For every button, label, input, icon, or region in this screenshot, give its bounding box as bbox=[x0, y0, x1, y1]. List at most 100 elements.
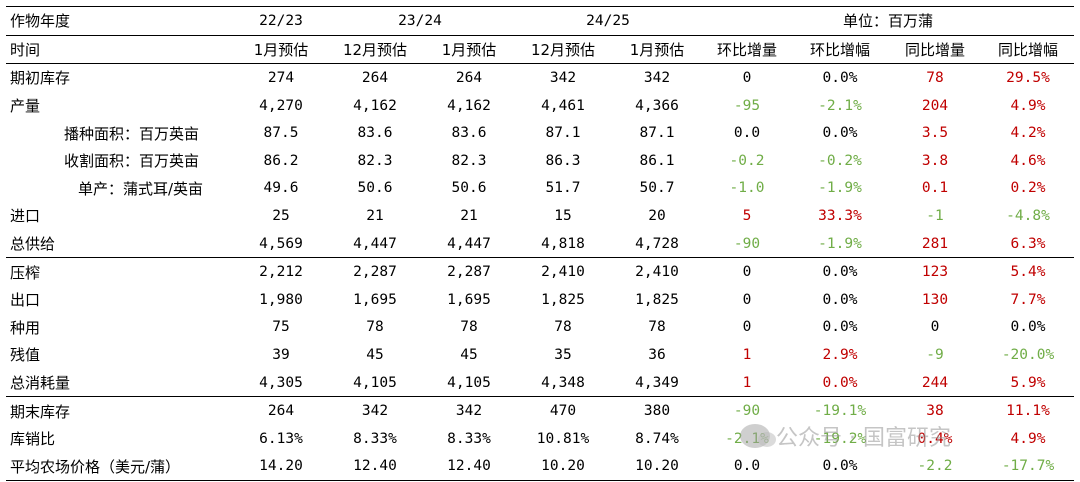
wechat-icon bbox=[740, 424, 776, 448]
table-cell: 14.20 bbox=[236, 452, 326, 482]
table-cell: 0 bbox=[742, 69, 752, 86]
table-cell: -2.1% bbox=[818, 97, 862, 114]
table-cell: 50.6 bbox=[451, 180, 487, 197]
table-cell: 11.1% bbox=[982, 396, 1075, 425]
row-label: 种用 bbox=[10, 318, 41, 337]
table-row: 种用 75 78 78 78 78 0 0.0% 0 0.0% bbox=[6, 314, 1074, 342]
subheader-cell: 时间 bbox=[6, 35, 236, 65]
table-cell: -95 bbox=[733, 97, 761, 114]
table-cell: 4,162 bbox=[447, 97, 491, 114]
table-cell: -19.2% bbox=[813, 430, 867, 447]
row-label: 总消耗量 bbox=[10, 374, 71, 393]
table-cell: 8.33% bbox=[447, 430, 491, 447]
table-cell: 78 bbox=[648, 319, 666, 336]
subheader-cell: 同比增量 bbox=[888, 35, 982, 65]
table-cell: 4.2% bbox=[1010, 125, 1046, 142]
table-cell: -1.9% bbox=[818, 235, 862, 252]
table-row: 压榨 2,212 2,287 2,287 2,410 2,410 0 0.0% 123 5.4% bbox=[6, 257, 1075, 286]
table-cell: 29.5% bbox=[1006, 69, 1050, 86]
table-cell: 5.4% bbox=[982, 257, 1075, 286]
table-cell: 38 bbox=[888, 396, 982, 425]
table-cell: 87.1 bbox=[545, 125, 581, 142]
table-cell: 5 bbox=[742, 207, 752, 224]
table-cell: 8.74% bbox=[635, 430, 679, 447]
header-row: 作物年度 22/23 23/24 24/25 单位：百万蒲 bbox=[6, 6, 1075, 36]
subheader-cell: 1月预估 bbox=[612, 35, 702, 65]
table-cell: 87.5 bbox=[263, 125, 299, 142]
table-cell: 33.3% bbox=[818, 207, 862, 224]
table-cell: 1,695 bbox=[353, 291, 397, 308]
table-row: 期初库存 274 264 264 342 342 0 0.0% 78 29.5% bbox=[6, 64, 1074, 92]
table-cell: -1 bbox=[926, 207, 944, 224]
table-cell: 4,818 bbox=[541, 235, 585, 252]
table-row: 收割面积：百万英亩 86.2 82.3 82.3 86.3 86.1 -0.2 -0.2% 3.… bbox=[6, 147, 1074, 175]
watermark: 公众号 · 国富研究 bbox=[740, 420, 951, 452]
table-cell: 75 bbox=[272, 319, 290, 336]
table-cell: 10.20 bbox=[612, 452, 702, 482]
table-cell: 21 bbox=[460, 207, 478, 224]
table-cell: 4,349 bbox=[635, 374, 679, 391]
table-cell: 0.0% bbox=[1010, 319, 1046, 336]
table-cell: 78 bbox=[460, 319, 478, 336]
table-cell: 0 bbox=[742, 291, 752, 308]
table-cell: -0.2 bbox=[729, 152, 765, 169]
table-cell: 3.8 bbox=[921, 152, 949, 169]
table-cell: 50.6 bbox=[357, 180, 393, 197]
table-cell: -19.1% bbox=[792, 396, 888, 425]
table-cell: 4,270 bbox=[259, 97, 303, 114]
table-row: 期末库存 264 342 342 470 380 -90 -19.1% 38 11.1% bbox=[6, 396, 1075, 425]
table-cell: 0.2% bbox=[1010, 180, 1046, 197]
table-cell: 10.81% bbox=[536, 430, 590, 447]
table-cell: 1 bbox=[742, 346, 752, 363]
table-cell: 342 bbox=[424, 396, 514, 425]
table-cell: 0.1 bbox=[921, 180, 949, 197]
table-cell: 274 bbox=[267, 69, 295, 86]
header-unit: 单位：百万蒲 bbox=[702, 6, 1075, 36]
table-cell: 264 bbox=[361, 69, 389, 86]
table-row: 残值 39 45 45 35 36 1 2.9% -9 -20.0% bbox=[6, 341, 1074, 369]
table-row: 进口 25 21 21 15 20 5 33.3% -1 -4.8% bbox=[6, 202, 1074, 230]
table-cell: 4,728 bbox=[635, 235, 679, 252]
table-cell: 83.6 bbox=[451, 125, 487, 142]
table-cell: 86.1 bbox=[639, 152, 675, 169]
table-cell: 21 bbox=[366, 207, 384, 224]
table-cell: 1,825 bbox=[541, 291, 585, 308]
row-label: 播种面积：百万英亩 bbox=[64, 124, 200, 143]
subheader-cell: 12月预估 bbox=[514, 35, 612, 65]
table-cell: 45 bbox=[366, 346, 384, 363]
table-cell: 15 bbox=[554, 207, 572, 224]
table-cell: 20 bbox=[648, 207, 666, 224]
supply-demand-table: 作物年度 22/23 23/24 24/25 单位：百万蒲 时间 1月预估 12月预… bbox=[6, 6, 1075, 482]
row-label: 出口 bbox=[10, 291, 41, 310]
table-cell: 123 bbox=[888, 257, 982, 286]
table-cell: 8.33% bbox=[353, 430, 397, 447]
table-cell: -2.2 bbox=[888, 452, 982, 482]
table-cell: 244 bbox=[921, 374, 949, 391]
table-cell: 0 bbox=[742, 319, 752, 336]
table-cell: 342 bbox=[549, 69, 577, 86]
table-cell: -90 bbox=[702, 396, 792, 425]
subheader-cell: 12月预估 bbox=[326, 35, 424, 65]
subheader-cell: 1月预估 bbox=[236, 35, 326, 65]
table-cell: 36 bbox=[648, 346, 666, 363]
table-cell: 4,569 bbox=[259, 235, 303, 252]
table-cell: 0.0% bbox=[822, 319, 858, 336]
table-cell: 0.0 bbox=[733, 125, 761, 142]
table-cell: 2.9% bbox=[822, 346, 858, 363]
table-cell: 51.7 bbox=[545, 180, 581, 197]
subheader-cell: 环比增幅 bbox=[792, 35, 888, 65]
table-cell: 4,105 bbox=[353, 374, 397, 391]
table-cell: 2,287 bbox=[326, 257, 424, 286]
table-cell: 0.0 bbox=[702, 452, 792, 482]
subheader-cell: 环比增量 bbox=[702, 35, 792, 65]
table-cell: 25 bbox=[272, 207, 290, 224]
table-cell: 4.9% bbox=[1010, 97, 1046, 114]
table-cell: 2,410 bbox=[612, 257, 702, 286]
table-cell: 45 bbox=[460, 346, 478, 363]
table-cell: 1,980 bbox=[259, 291, 303, 308]
table-cell: 2,212 bbox=[236, 257, 326, 286]
table-cell: 82.3 bbox=[357, 152, 393, 169]
table-cell: 78 bbox=[926, 69, 944, 86]
table-row: 播种面积：百万英亩 87.5 83.6 83.6 87.1 87.1 0.0 0.0% 3.5 4… bbox=[6, 119, 1074, 147]
table-cell: -20.0% bbox=[1001, 346, 1055, 363]
